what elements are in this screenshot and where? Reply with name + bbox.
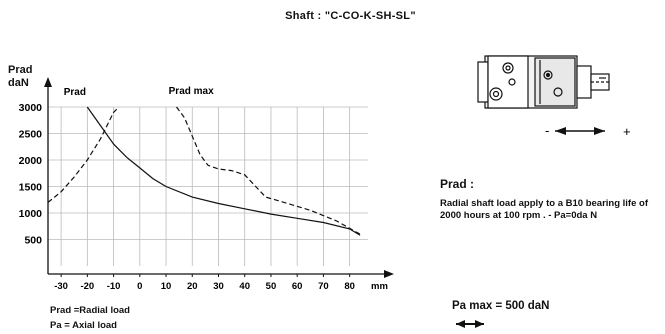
plus-sign: + [623,124,631,139]
chart-title: Shaft : "C-CO-K-SH-SL" [285,10,416,22]
minus-sign: - [545,123,549,138]
series-line-prad-max-2 [176,106,361,235]
x-axis-unit: mm [371,281,388,292]
y-tick-label: 3000 [19,102,43,114]
x-axis-arrow [384,270,394,278]
y-tick-label: 1500 [19,182,43,194]
prad-heading: Prad : [440,177,475,191]
series-line-prad-0 [86,106,361,236]
annotation-prad: Prad [64,87,86,98]
chart-axes [44,77,394,278]
x-tick-label: 60 [292,281,303,292]
chart-series [47,106,361,236]
x-tick-label: 80 [344,281,355,292]
motor-drawing [477,55,610,109]
chart-grid [48,106,368,266]
y-tick-label: 2000 [19,155,43,167]
prad-description: Radial shaft load apply to a B10 bearing… [440,198,648,221]
x-tick-label: 20 [187,281,198,292]
chart-labels: 500 1000 1500 2000 2500 3000 -30 -20 -10 0 10 20 30 4… [19,86,388,292]
x-tick-label: 50 [266,281,277,292]
x-tick-label: 40 [239,281,250,292]
y-tick-label: 1000 [19,208,43,220]
x-tick-label: -10 [107,281,121,292]
y-tick-label: 2500 [19,129,43,141]
x-tick-label: 10 [161,281,172,292]
series-line-prad-1 [47,106,120,203]
x-tick-label: 0 [137,281,142,292]
direction-arrow: - + [545,123,631,139]
legend-radial: Prad =Radial load [50,305,130,316]
axial-arrow [456,320,484,328]
pa-max-label: Pa max = 500 daN [452,300,550,312]
legend-axial: Pa = Axial load [50,320,117,331]
x-tick-label: 30 [213,281,224,292]
annotation-prad-max: Prad max [169,86,214,97]
y-tick-label: 500 [24,235,42,247]
y-axis-label-unit: daN [8,77,29,89]
x-tick-label: -30 [54,281,68,292]
y-axis-arrow [44,77,52,87]
x-tick-label: 70 [318,281,329,292]
x-tick-label: -20 [80,281,94,292]
y-axis-label-prad: Prad [8,64,33,76]
